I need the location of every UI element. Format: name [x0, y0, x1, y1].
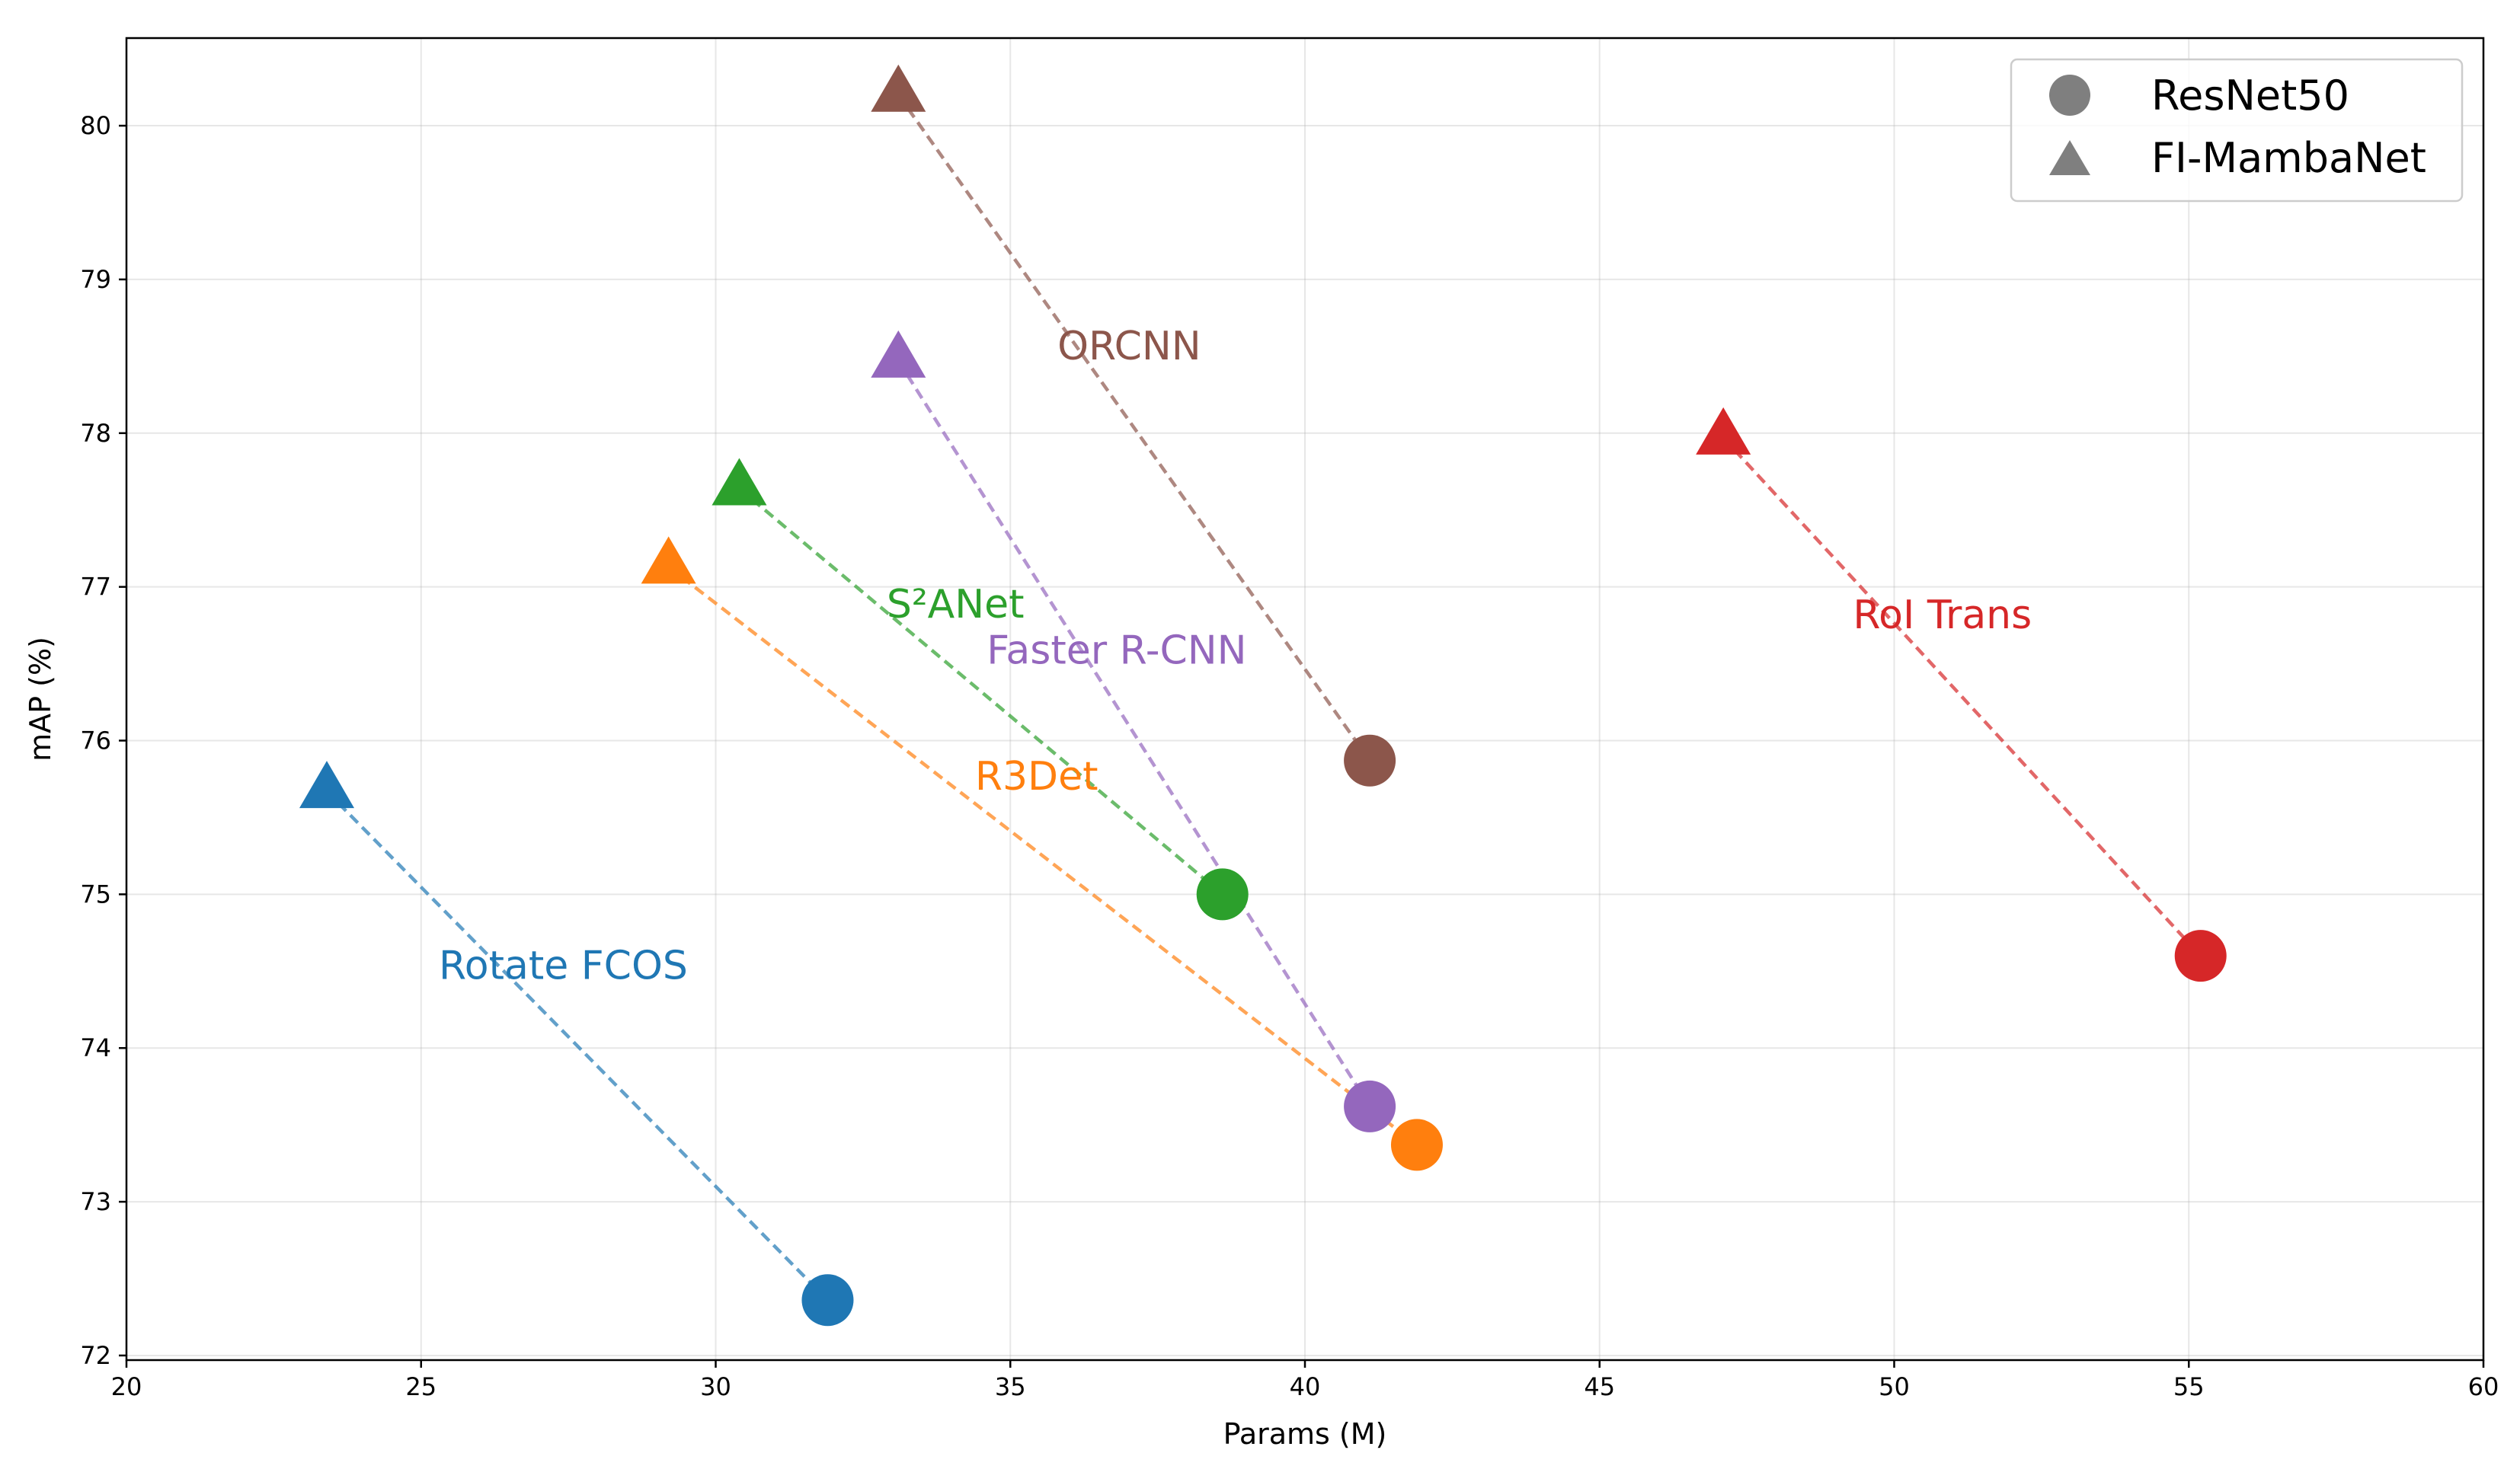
- r3det-label: R3Det: [975, 754, 1099, 800]
- s-anet-connector: [737, 487, 1224, 896]
- y-tick-label: 78: [80, 419, 111, 448]
- x-tick-label: 55: [2173, 1372, 2205, 1401]
- orcnn-connector: [897, 94, 1371, 762]
- r3det-fi-mambanet-point: [641, 536, 696, 584]
- y-tick-label: 80: [80, 111, 111, 140]
- rotate-fcos-fi-mambanet-point: [299, 761, 354, 809]
- rotate-fcos-resnet50-point: [801, 1274, 854, 1327]
- legend-fi-mambanet-label: FI-MambaNet: [2151, 134, 2426, 182]
- roi-trans-resnet50-point: [2174, 930, 2227, 982]
- x-tick-label: 20: [111, 1372, 142, 1401]
- y-tick-label: 72: [80, 1341, 111, 1370]
- x-tick-label: 50: [1879, 1372, 1910, 1401]
- roi-trans-connector: [1722, 436, 2202, 957]
- grid: [126, 38, 2484, 1360]
- r3det-resnet50-point: [1390, 1119, 1443, 1171]
- faster-r-cnn-fi-mambanet-point: [871, 330, 926, 378]
- legend-box: [2010, 58, 2464, 203]
- axis-ticks: 20 25 30 35 40 45 50 55 60 72 73 74 75 76 77 78 79 80: [80, 111, 2499, 1401]
- legend-fi-mambanet-marker: [2049, 140, 2090, 175]
- orcnn-resnet50-point: [1344, 734, 1396, 787]
- roi-trans-label: RoI Trans: [1853, 592, 2032, 638]
- y-tick-label: 74: [80, 1033, 111, 1062]
- y-tick-label: 73: [80, 1187, 111, 1216]
- legend-resnet50-marker: [2049, 75, 2090, 116]
- faster-r-cnn-label: Faster R-CNN: [987, 628, 1246, 674]
- x-tick-label: 30: [700, 1372, 731, 1401]
- data-markers: [299, 64, 2227, 1327]
- s-anet-label: S²ANet: [887, 582, 1025, 628]
- rotate-fcos-label: Rotate FCOS: [439, 943, 688, 988]
- s-anet-fi-mambanet-point: [712, 458, 767, 506]
- x-tick-label: 45: [1584, 1372, 1615, 1401]
- y-tick-label: 79: [80, 265, 111, 294]
- x-tick-label: 35: [995, 1372, 1026, 1401]
- rotate-fcos-connector: [325, 790, 830, 1301]
- y-axis-label: mAP (%): [24, 637, 57, 762]
- r3det-connector: [667, 565, 1418, 1147]
- y-tick-label: 75: [80, 880, 111, 909]
- orcnn-fi-mambanet-point: [871, 64, 926, 112]
- connector-lines: [325, 94, 2202, 1301]
- s-anet-resnet50-point: [1196, 868, 1249, 921]
- y-tick-label: 76: [80, 727, 111, 755]
- legend-resnet50-label: ResNet50: [2151, 72, 2349, 120]
- x-tick-label: 40: [1290, 1372, 1321, 1401]
- x-tick-label: 60: [2468, 1372, 2499, 1401]
- y-tick-label: 77: [80, 573, 111, 602]
- roi-trans-fi-mambanet-point: [1696, 407, 1751, 455]
- x-tick-label: 25: [405, 1372, 437, 1401]
- orcnn-label: ORCNN: [1057, 324, 1201, 369]
- legend: ResNet50 FI-MambaNet: [2010, 58, 2464, 203]
- x-axis-label: Params (M): [1223, 1417, 1387, 1451]
- faster-r-cnn-connector: [897, 359, 1371, 1108]
- faster-r-cnn-resnet50-point: [1344, 1080, 1396, 1132]
